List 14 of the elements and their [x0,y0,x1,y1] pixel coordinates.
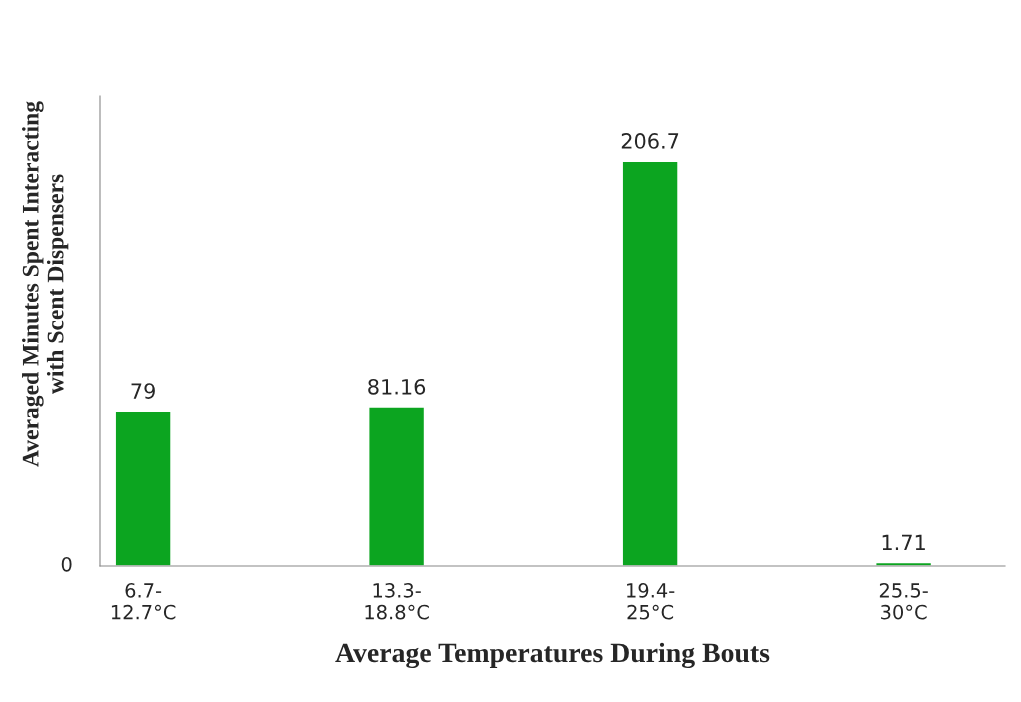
bar [114,410,172,566]
x-tick-label: 13.3- 18.8°C [365,583,429,620]
data-label: 79 [131,383,155,399]
data-label: 206.7 [621,133,679,149]
bar [621,160,679,566]
bar [368,406,426,566]
text: 0 [61,556,72,572]
data-label: 81.16 [368,378,426,395]
x-axis-title: Average Temperatures During Bouts [335,642,770,669]
y-axis-title: Averaged Minutes Spent Interacting with Scent Dispensers [22,101,69,467]
x-tick-label: 25.5- 30°C [879,583,928,620]
x-tick-label: 19.4- 25°C [627,583,675,620]
x-tick-label: 6.7- 12.7°C [111,583,176,620]
data-label: 1.71 [882,534,925,550]
